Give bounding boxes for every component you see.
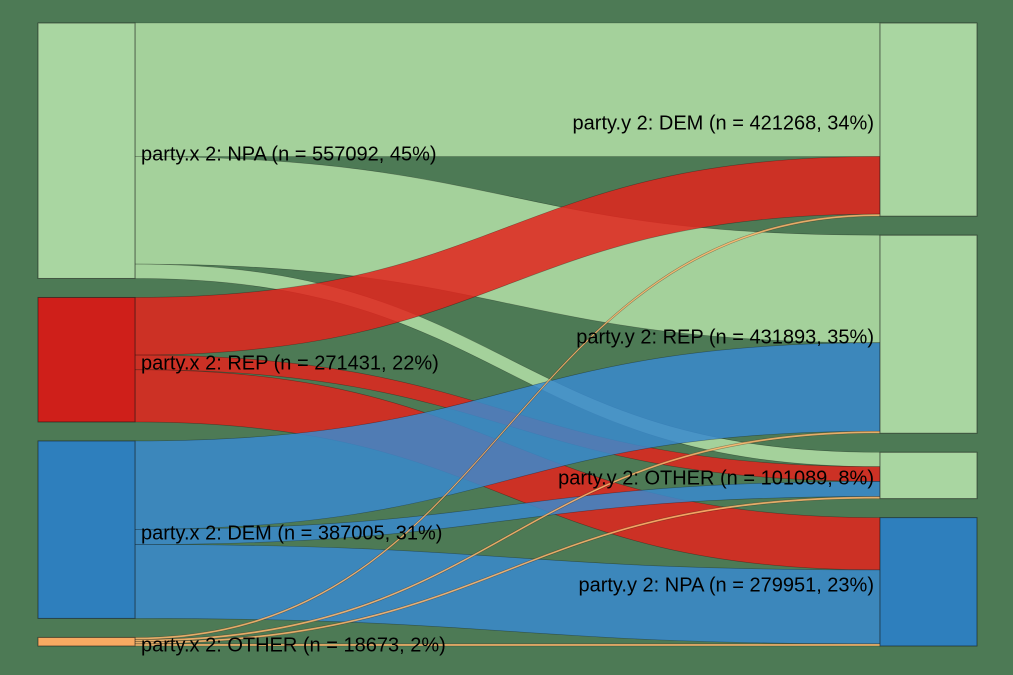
node-left-REP — [37, 296, 136, 423]
node-right-OTHER — [879, 451, 978, 500]
flow-NPA-to-DEM — [134, 22, 881, 157]
node-right-DEM — [879, 22, 978, 217]
node-left-NPA — [37, 22, 136, 279]
node-left-DEM — [37, 440, 136, 619]
node-left-OTHER — [37, 636, 136, 647]
flow-OTHER-to-NPA — [134, 643, 881, 647]
node-right-REP — [879, 234, 978, 434]
node-right-NPA — [879, 517, 978, 647]
